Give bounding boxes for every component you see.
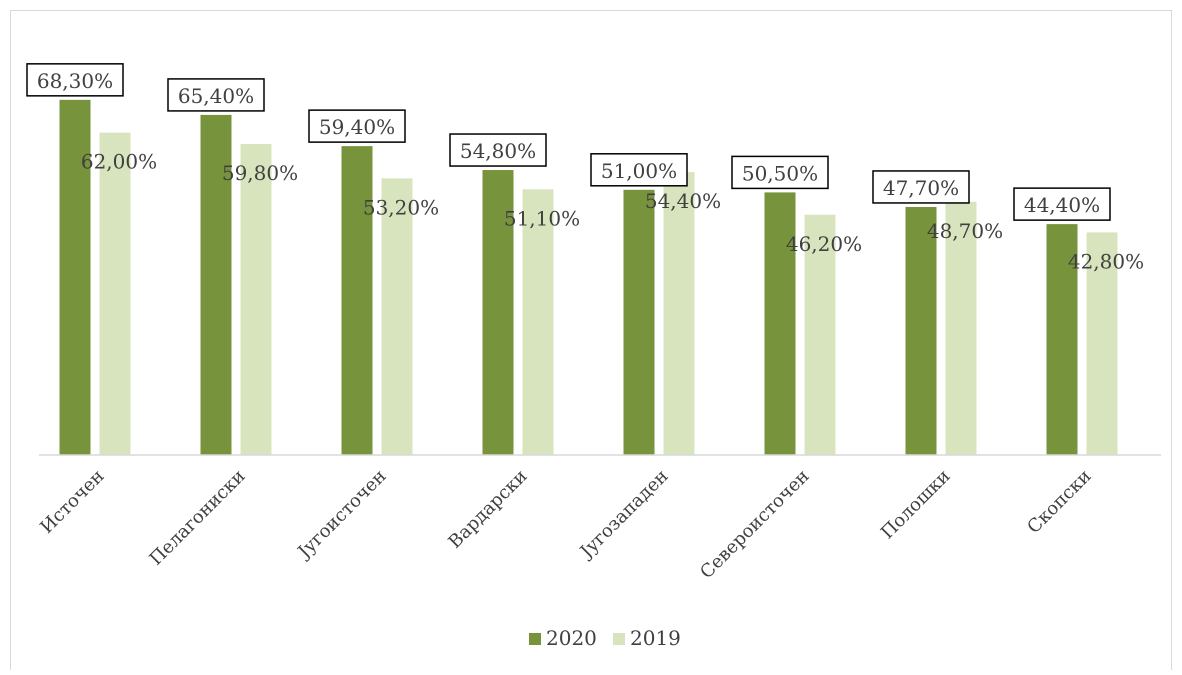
data-label-box-2020-0	[26, 63, 124, 97]
data-label-2019-0: 62,00%	[81, 150, 157, 174]
bar-2019-1	[240, 144, 272, 456]
data-label-box-2020-1	[167, 78, 265, 112]
data-label-box-2020-7	[1013, 187, 1111, 221]
category-label-4: Југозападен	[575, 466, 673, 564]
bar-2020-7	[1046, 224, 1078, 455]
category-label-2: Југоисточен	[293, 466, 391, 564]
data-label-2019-6: 48,70%	[927, 219, 1003, 243]
bar-chart: 68,30% 62,00% 65,40% 59,80% 59,40% 53,20% 54,8…	[26, 63, 1161, 650]
legend-label-2020: 2020	[546, 626, 597, 650]
category-label-3: Вардарски	[444, 466, 531, 553]
category-labels-group: Источен Пелагониски Југоисточен Вардарски Ју…	[36, 466, 1095, 583]
data-label-box-2020-2	[308, 109, 406, 143]
category-label-6: Полошки	[877, 466, 955, 544]
data-label-2020-5: 50,50%	[742, 161, 818, 185]
data-label-2020-2: 59,40%	[319, 115, 395, 139]
data-label-2019-4: 54,40%	[645, 189, 721, 213]
bar-2020-3	[482, 170, 514, 456]
bar-2019-6	[945, 201, 977, 455]
data-label-2020-0: 68,30%	[37, 69, 113, 93]
category-label-1: Пелагониски	[146, 466, 250, 570]
data-label-2019-1: 59,80%	[222, 161, 298, 185]
bars-group	[59, 99, 1118, 456]
data-label-2020-4: 51,00%	[601, 159, 677, 183]
data-label-box-2020-4	[590, 153, 688, 187]
category-label-7: Скопски	[1023, 466, 1095, 538]
legend-swatch-2019	[613, 633, 625, 645]
data-label-2019-2: 53,20%	[363, 195, 439, 219]
bar-2019-2	[381, 178, 413, 456]
bar-2019-4	[663, 172, 695, 455]
bar-2020-1	[200, 114, 232, 456]
data-labels-group: 68,30% 62,00% 65,40% 59,80% 59,40% 53,20% 54,8…	[26, 63, 1144, 273]
data-label-box-2020-5	[731, 155, 829, 190]
bar-2020-4	[623, 189, 655, 456]
bar-2019-3	[522, 189, 554, 455]
data-label-2019-5: 46,20%	[786, 232, 862, 256]
legend-label-2019: 2019	[630, 626, 681, 650]
data-label-box-2020-3	[449, 133, 547, 167]
bar-2020-2	[341, 146, 373, 455]
data-label-2020-7: 44,40%	[1024, 193, 1100, 217]
bar-2019-0	[99, 132, 131, 455]
data-label-box-2020-6	[872, 170, 970, 204]
data-label-2019-7: 42,80%	[1068, 249, 1144, 273]
bar-2019-5	[804, 214, 836, 455]
legend-swatch-2020	[529, 633, 541, 645]
data-label-2019-3: 51,10%	[504, 206, 580, 230]
category-label-0: Источен	[36, 466, 108, 538]
bar-2020-5	[764, 192, 796, 455]
data-label-2020-1: 65,40%	[178, 84, 254, 108]
bar-2019-7	[1086, 232, 1118, 455]
data-label-2020-6: 47,70%	[883, 176, 959, 200]
data-label-2020-3: 54,80%	[460, 139, 536, 163]
legend: 2020 2019	[529, 626, 681, 650]
category-label-5: Североисточен	[696, 466, 813, 583]
bar-2020-0	[59, 99, 91, 455]
chart-frame: 68,30% 62,00% 65,40% 59,80% 59,40% 53,20% 54,8…	[10, 10, 1172, 670]
bar-2020-6	[905, 206, 937, 455]
